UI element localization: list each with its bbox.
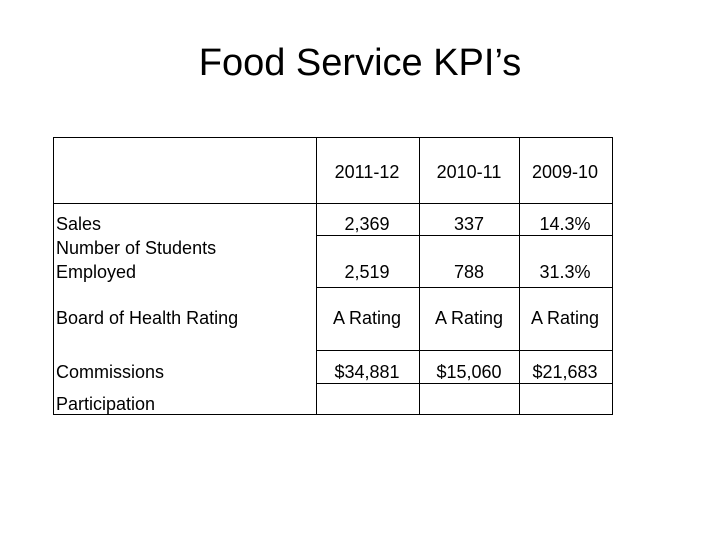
row-label: Sales <box>56 214 102 234</box>
cell-value: A Rating <box>434 308 504 328</box>
cell-value: 14.3% <box>539 214 591 234</box>
cell-value: 2,369 <box>344 214 390 234</box>
row-label: Commissions <box>56 362 165 382</box>
cell-value: 788 <box>453 262 485 282</box>
table-border <box>53 137 613 415</box>
cell-value: $34,881 <box>334 362 400 382</box>
slide-title: Food Service KPI’s <box>198 42 522 84</box>
cell-value: 31.3% <box>539 262 591 282</box>
cell-value: A Rating <box>332 308 402 328</box>
row-label: Number of Students Employed <box>56 238 217 282</box>
cell-value: $15,060 <box>436 362 502 382</box>
column-header: 2011-12 <box>334 162 400 182</box>
row-label: Participation <box>56 394 156 414</box>
cell-value: $21,683 <box>532 362 598 382</box>
row-label: Board of Health Rating <box>56 308 239 328</box>
cell-value: 337 <box>453 214 485 234</box>
cell-value: A Rating <box>530 308 600 328</box>
column-header: 2009-10 <box>531 162 599 182</box>
column-header: 2010-11 <box>436 162 502 182</box>
cell-value: 2,519 <box>344 262 390 282</box>
